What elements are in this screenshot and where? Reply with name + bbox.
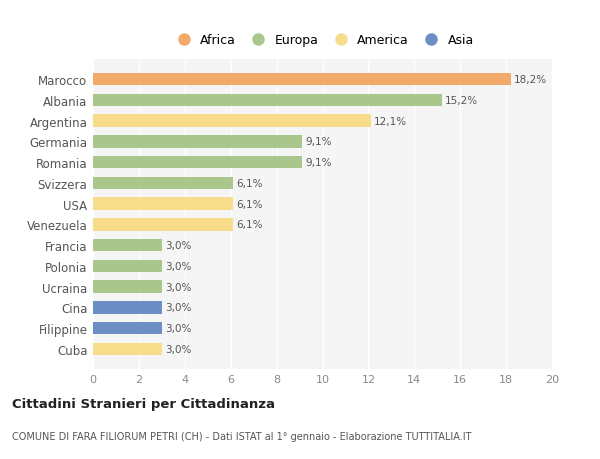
Text: 3,0%: 3,0% xyxy=(165,282,191,292)
Bar xyxy=(93,157,302,169)
Bar xyxy=(93,177,233,190)
Text: 6,1%: 6,1% xyxy=(236,179,263,189)
Legend: Africa, Europa, America, Asia: Africa, Europa, America, Asia xyxy=(169,32,476,50)
Bar xyxy=(93,95,442,107)
Text: COMUNE DI FARA FILIORUM PETRI (CH) - Dati ISTAT al 1° gennaio - Elaborazione TUT: COMUNE DI FARA FILIORUM PETRI (CH) - Dat… xyxy=(12,431,472,442)
Text: 15,2%: 15,2% xyxy=(445,95,478,106)
Text: 3,0%: 3,0% xyxy=(165,324,191,334)
Text: 3,0%: 3,0% xyxy=(165,344,191,354)
Text: 9,1%: 9,1% xyxy=(305,137,332,147)
Text: 3,0%: 3,0% xyxy=(165,241,191,251)
Bar xyxy=(93,219,233,231)
Bar xyxy=(93,115,371,128)
Bar xyxy=(93,240,162,252)
Text: 12,1%: 12,1% xyxy=(374,117,407,126)
Bar xyxy=(93,322,162,335)
Text: 3,0%: 3,0% xyxy=(165,261,191,271)
Text: 6,1%: 6,1% xyxy=(236,220,263,230)
Bar xyxy=(93,343,162,355)
Bar xyxy=(93,136,302,148)
Text: 9,1%: 9,1% xyxy=(305,158,332,168)
Text: 6,1%: 6,1% xyxy=(236,199,263,209)
Text: Cittadini Stranieri per Cittadinanza: Cittadini Stranieri per Cittadinanza xyxy=(12,397,275,410)
Bar xyxy=(93,74,511,86)
Bar xyxy=(93,302,162,314)
Bar xyxy=(93,260,162,273)
Bar xyxy=(93,281,162,293)
Bar xyxy=(93,198,233,210)
Text: 18,2%: 18,2% xyxy=(514,75,547,85)
Text: 3,0%: 3,0% xyxy=(165,303,191,313)
